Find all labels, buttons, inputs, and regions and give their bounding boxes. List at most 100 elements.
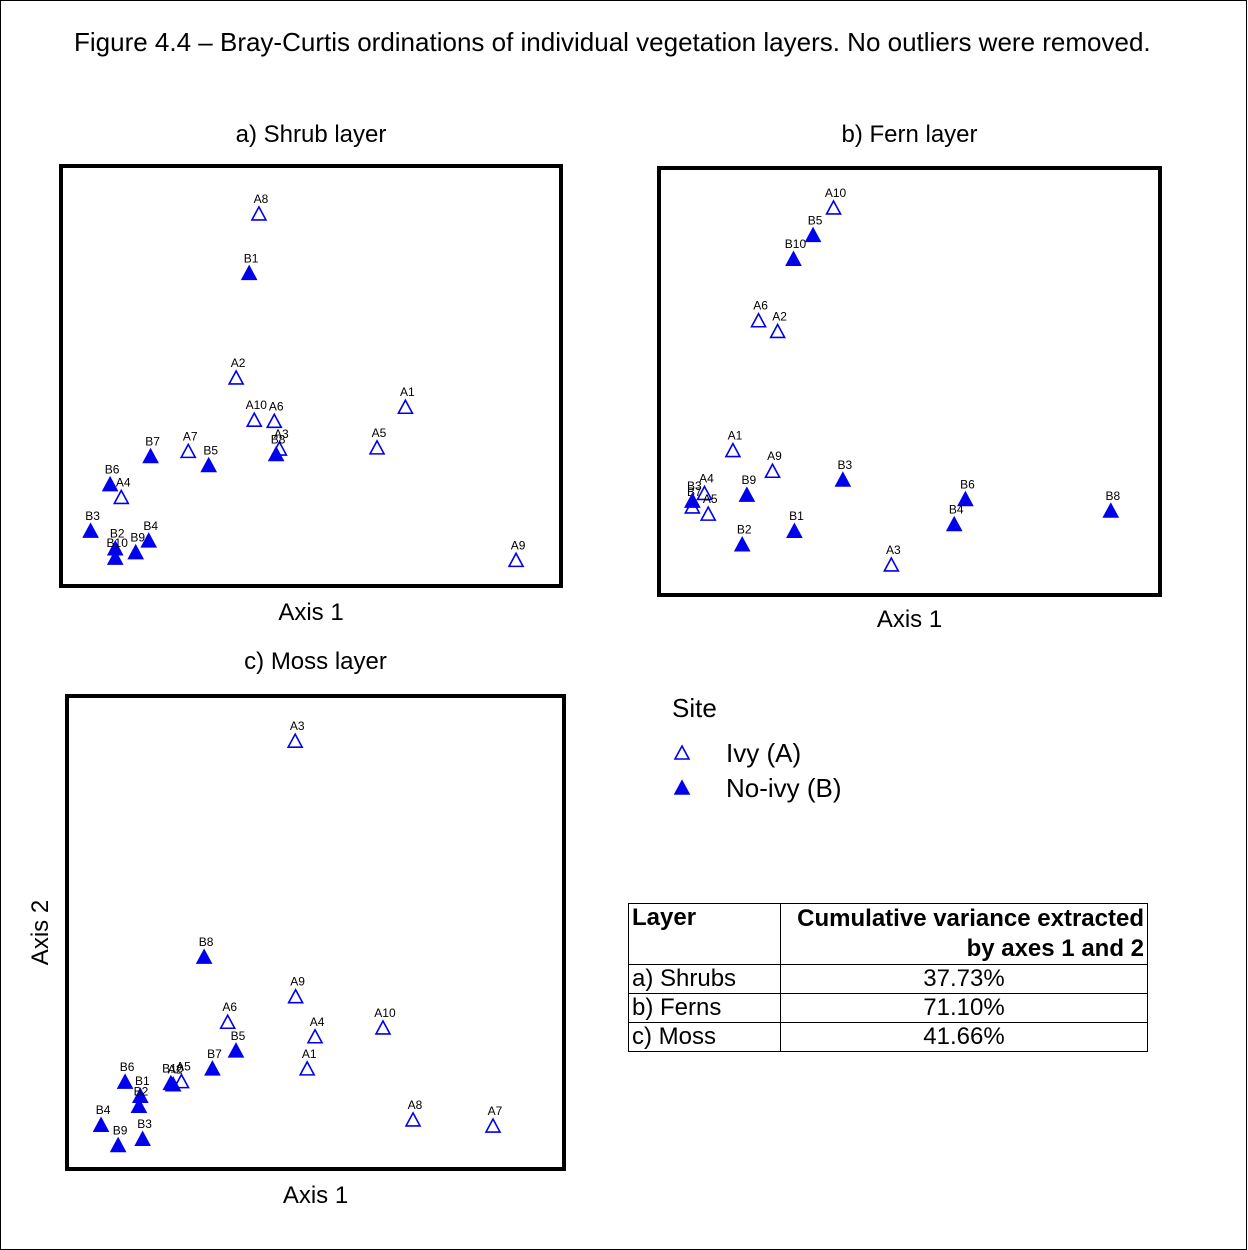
point-label: A9 <box>511 538 526 552</box>
plot-frame <box>657 166 1162 597</box>
point-label: A2 <box>772 309 787 323</box>
point-label: A6 <box>269 399 284 413</box>
point-a6 <box>265 412 283 429</box>
panel-title: a) Shrub layer <box>236 121 387 148</box>
point-b6 <box>957 490 974 507</box>
point-label: A9 <box>767 449 782 463</box>
point-a1 <box>298 1060 316 1076</box>
point-a5 <box>173 1072 190 1089</box>
point-b6 <box>116 1073 134 1089</box>
point-label: A3 <box>290 719 305 733</box>
point-b10 <box>785 250 802 266</box>
point-b4 <box>140 532 158 548</box>
figure-caption: Figure 4.4 – Bray-Curtis ordinations of … <box>74 27 1151 57</box>
table-cell-layer: c) Moss <box>628 1022 781 1052</box>
header-cumulative-variance: Cumulative variance extracted by axes 1 … <box>780 903 1148 965</box>
legend-label-ivy: Ivy (A) <box>726 738 802 768</box>
point-a9 <box>764 462 781 479</box>
panel-shrub-layer: a) Shrub layer Axis 1 A8 A2 A1 A10 A6 A3 A7 A5 A4 A… <box>59 121 563 626</box>
point-label: B6 <box>120 1060 135 1074</box>
point-label: B8 <box>271 433 286 447</box>
point-a10 <box>374 1019 392 1035</box>
table-cell-variance: 37.73% <box>780 964 1148 994</box>
point-a6 <box>750 312 767 328</box>
point-label: A10 <box>374 1006 396 1020</box>
point-label: A5 <box>703 492 718 506</box>
filled-triangle-icon <box>673 779 691 795</box>
point-b9 <box>127 543 145 560</box>
point-label: A3 <box>274 427 289 441</box>
point-label: A1 <box>302 1047 317 1061</box>
legend-item-ivy: Ivy (A) <box>672 738 922 772</box>
point-label: B1 <box>135 1074 150 1088</box>
point-a5 <box>699 505 717 521</box>
point-b8 <box>1102 502 1120 518</box>
point-label: B3 <box>85 509 100 523</box>
point-a3 <box>882 556 900 572</box>
point-label: B9 <box>742 473 757 487</box>
point-a7 <box>179 442 197 459</box>
point-a4 <box>306 1028 324 1044</box>
point-label: A5 <box>176 1060 191 1074</box>
point-label: A6 <box>753 299 768 313</box>
point-b3 <box>834 471 852 487</box>
point-b2 <box>130 1097 148 1114</box>
point-label: B3 <box>687 479 702 493</box>
point-a6 <box>219 1013 237 1030</box>
point-b10 <box>106 549 124 565</box>
point-a9 <box>287 988 304 1004</box>
point-label: B6 <box>960 477 975 491</box>
table-row: b) Ferns 71.10% <box>628 993 1148 1023</box>
point-a8 <box>250 205 268 221</box>
point-b4 <box>945 515 963 532</box>
point-label: A4 <box>116 475 131 489</box>
point-label: B3 <box>137 1117 152 1131</box>
point-label: B6 <box>105 463 120 477</box>
point-label: A7 <box>183 429 198 443</box>
legend-label-no-ivy: No-ivy (B) <box>726 773 842 803</box>
point-label: B2 <box>134 1084 149 1098</box>
point-b3 <box>684 492 701 508</box>
point-a2 <box>769 322 786 339</box>
point-label: A1 <box>400 385 415 399</box>
point-a4 <box>696 484 713 501</box>
point-label: B9 <box>130 531 145 545</box>
point-label: B2 <box>737 523 752 537</box>
point-b2 <box>733 536 751 552</box>
table-cell-variance: 41.66% <box>780 1022 1148 1052</box>
point-a9 <box>507 551 525 568</box>
point-a2 <box>227 369 245 385</box>
table-cell-variance: 71.10% <box>780 993 1148 1023</box>
point-label: B4 <box>949 502 964 516</box>
point-label: B7 <box>207 1047 222 1061</box>
point-a1 <box>397 398 414 415</box>
point-label: A6 <box>222 1000 237 1014</box>
point-label: B8 <box>1105 489 1120 503</box>
point-label: B10 <box>162 1061 184 1075</box>
point-label: B5 <box>808 213 823 227</box>
point-label: B2 <box>110 527 125 541</box>
x-axis-label: Axis 1 <box>278 599 343 626</box>
panel-moss-layer: c) Moss layer Axis 1 Axis 2 A3 A9 A10 A6 A4 A1 A5… <box>27 648 566 1209</box>
table-cell-layer: b) Ferns <box>628 993 781 1023</box>
table-cell-layer: a) Shrubs <box>628 964 781 994</box>
x-axis-label: Axis 1 <box>877 606 942 633</box>
point-b4 <box>92 1116 110 1132</box>
point-label: A9 <box>290 975 305 989</box>
point-label: A2 <box>231 356 246 370</box>
point-b3 <box>134 1130 151 1147</box>
point-b7 <box>204 1060 221 1076</box>
header-layer: Layer <box>628 903 781 965</box>
variance-table-header: Layer Cumulative variance extracted by a… <box>628 903 1148 965</box>
point-b5 <box>804 226 822 243</box>
point-b10 <box>162 1074 180 1091</box>
point-label: A8 <box>254 192 269 206</box>
point-label: B4 <box>143 519 158 533</box>
panel-title: b) Fern layer <box>841 121 977 148</box>
legend-title: Site <box>672 693 717 723</box>
point-label: B7 <box>145 434 160 448</box>
point-a10 <box>245 411 263 427</box>
point-label: B5 <box>231 1029 246 1043</box>
point-b1 <box>786 522 803 539</box>
